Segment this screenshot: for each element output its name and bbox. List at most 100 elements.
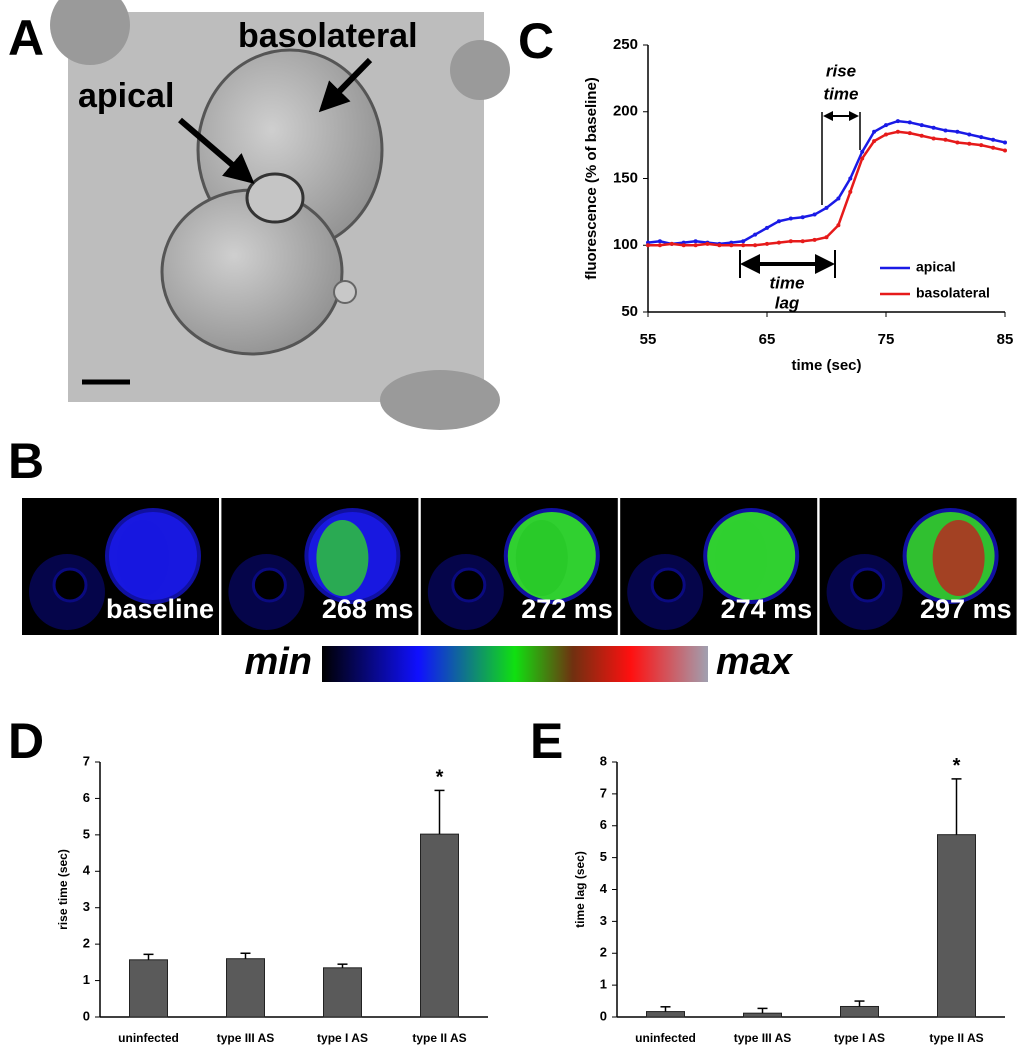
y-tick-label: 250 [613,36,638,53]
dim-lumen [850,567,886,603]
y-tick-label: 8 [600,753,607,768]
y-tick-label: 150 [613,169,638,186]
y-axis-label: rise time (sec) [56,849,70,930]
point [788,216,793,221]
point [765,225,769,230]
series-line [648,130,1006,247]
point [705,241,710,246]
point [824,205,829,210]
cell-region [316,520,369,596]
point [1003,140,1007,145]
bleb [333,280,357,304]
arrow [178,117,255,184]
x-axis-label: time (sec) [791,357,861,374]
x-tick-label: type I AS [317,1031,368,1045]
point [741,243,746,248]
x-tick-label: 55 [640,331,657,348]
x-tick-label: 85 [997,331,1014,348]
panel-letter: A [8,10,44,66]
y-tick-label: 4 [600,881,608,896]
panel-a: A basolateral apical [8,0,510,430]
panel-b: B min max baseline 268 ms 272 ms 274 ms 297 … [8,433,1017,683]
point [919,123,924,128]
point [776,219,781,224]
arrow [318,57,373,113]
point [967,132,972,137]
y-tick-label: 7 [83,753,90,768]
color-scale [322,646,708,682]
point [646,243,650,248]
y-tick-label: 4 [83,863,91,878]
x-tick-label: type III AS [734,1031,792,1045]
point [860,149,865,154]
point [788,239,793,244]
dim-lumen [251,567,287,603]
y-tick-label: 7 [600,785,607,800]
series-line [647,119,1006,246]
label: basolateral [238,17,418,55]
label: apical [78,77,174,115]
y-tick-label: 1 [600,977,607,992]
point [729,243,734,248]
point [884,132,888,137]
cell-region [117,520,169,596]
point [824,235,829,240]
point [657,243,662,248]
y-tick-label: 5 [83,826,90,841]
bar [323,967,362,1018]
point [741,239,746,244]
point [657,239,662,244]
point [955,129,960,134]
scale-min: min [244,641,312,683]
x-tick-label: type II AS [929,1031,983,1045]
point [967,141,972,146]
annotation: rise [826,61,856,80]
point [872,129,877,134]
bar [646,1011,685,1018]
point [812,212,817,217]
significance: * [953,755,961,777]
point [979,143,984,148]
lumen [245,172,305,224]
point [800,239,805,244]
point [681,243,686,248]
y-tick-label: 6 [600,817,607,832]
x-tick-label: type I AS [834,1031,885,1045]
frame-label: 272 ms [521,594,613,624]
point [943,137,948,142]
bar [420,833,459,1018]
y-tick-label: 1 [83,972,90,987]
y-tick-label: 2 [83,936,90,951]
point [753,232,758,237]
point [693,239,698,244]
point [848,189,853,194]
point [943,128,948,133]
point [765,241,769,246]
cell [380,370,500,430]
panel-letter: D [8,713,44,769]
x-tick-label: 75 [878,331,895,348]
dim-lumen [650,567,686,603]
point [919,133,924,138]
y-tick-label: 6 [83,790,90,805]
panel-letter: E [530,713,563,769]
cell [450,40,510,100]
y-tick-label: 200 [613,103,638,120]
point [860,156,865,161]
point [848,176,853,181]
bar [937,834,976,1018]
point [931,136,936,141]
y-tick-label: 50 [621,303,638,320]
point [717,243,722,248]
panel-letter: B [8,433,44,489]
bar [226,958,265,1018]
legend-label: basolateral [916,285,990,301]
point [776,240,781,245]
point [907,120,912,125]
bar [840,1005,879,1018]
legend-label: apical [916,259,956,275]
point [693,243,698,248]
x-tick-label: uninfected [118,1031,179,1045]
point [895,129,900,134]
point [991,145,996,150]
